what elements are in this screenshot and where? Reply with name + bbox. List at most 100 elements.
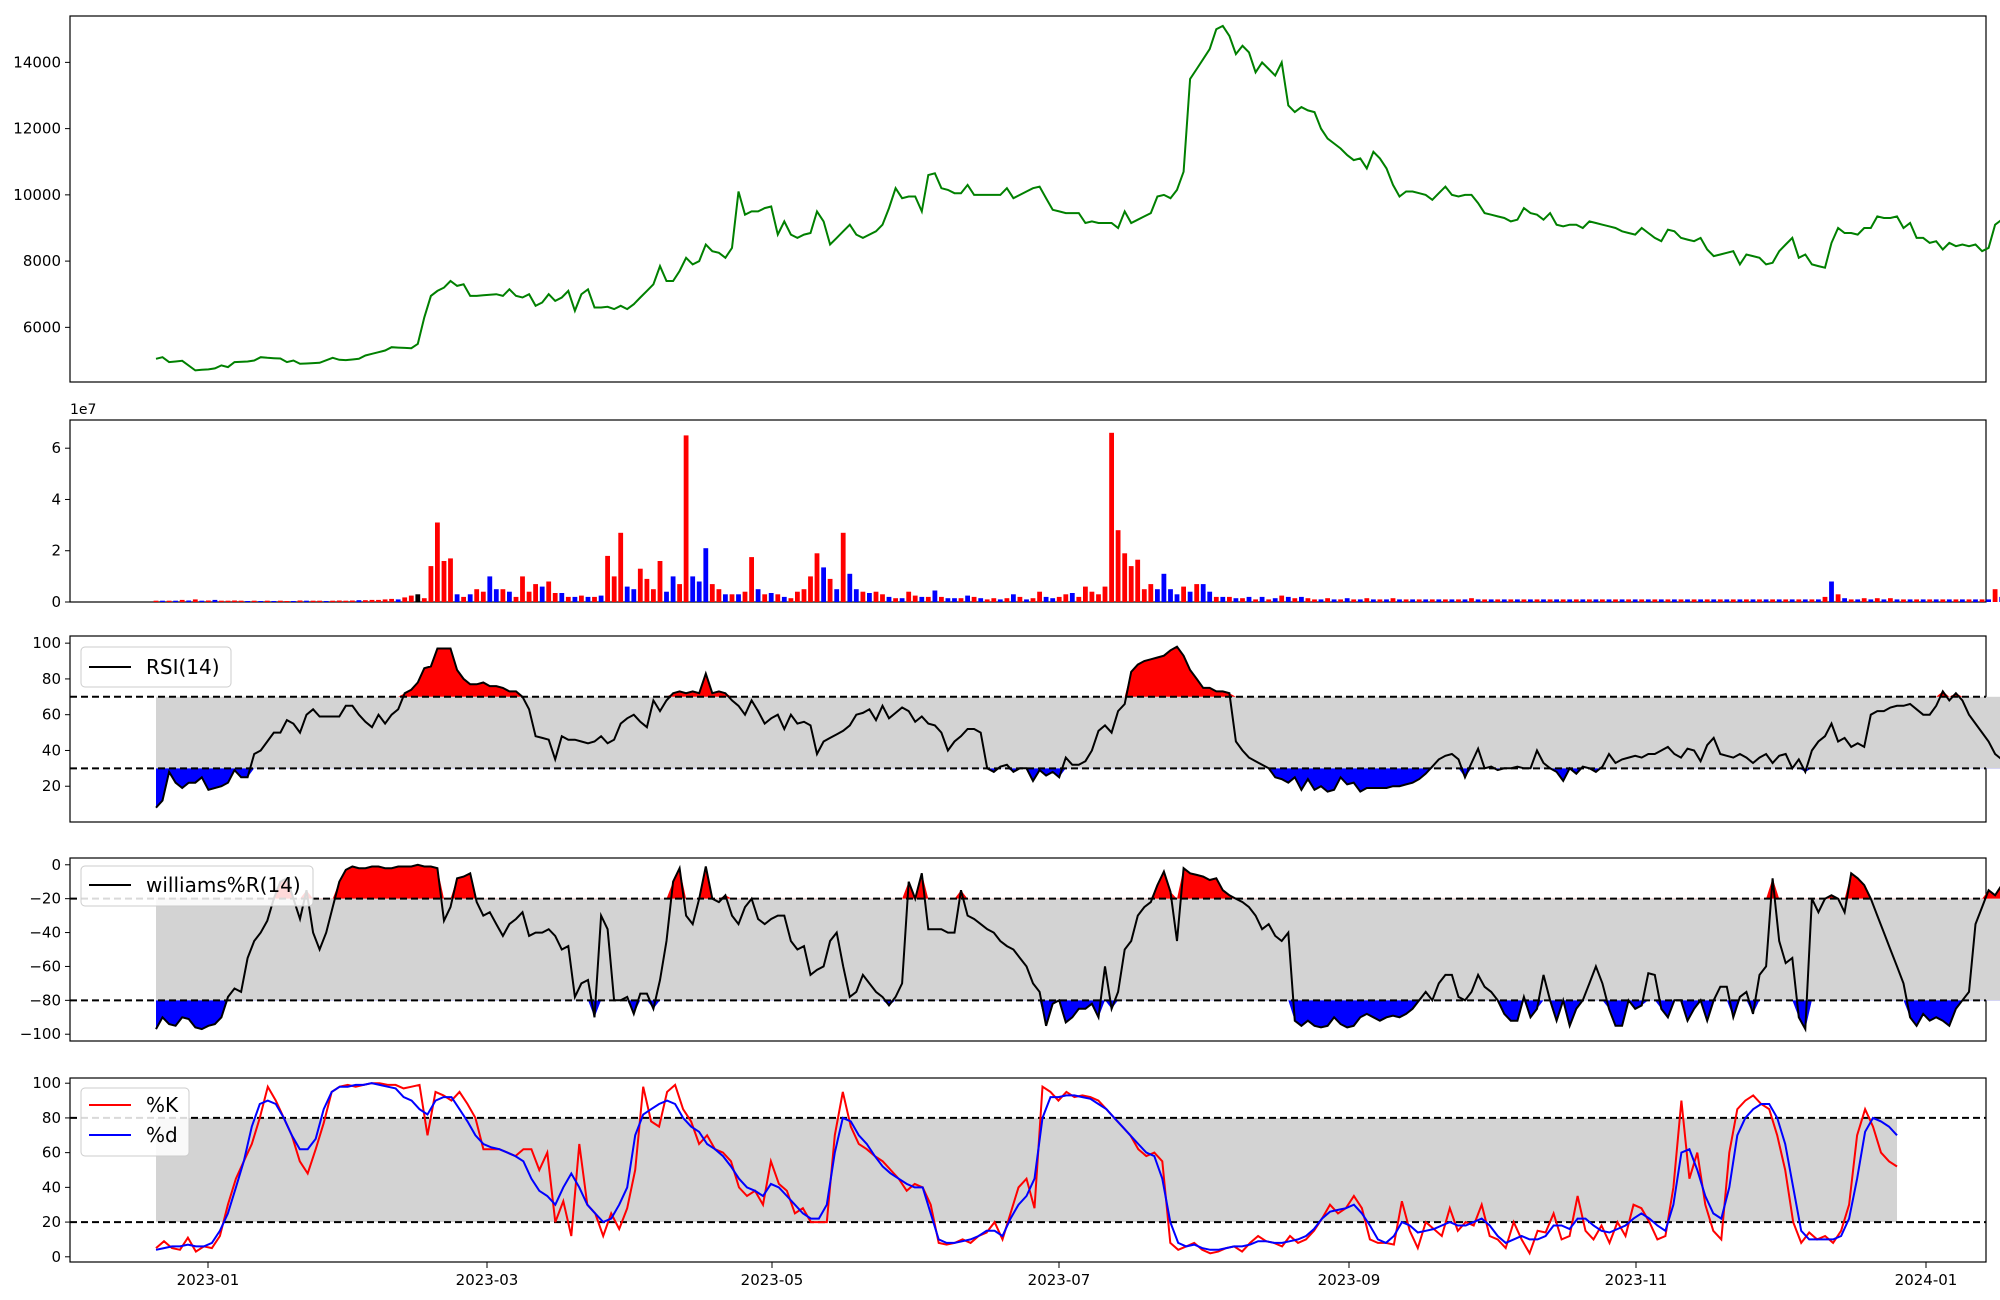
volume-bar <box>251 600 257 602</box>
volume-bar <box>153 600 159 602</box>
date-tick-label: 2023-01 <box>177 1271 240 1289</box>
volume-bar <box>1240 598 1245 602</box>
volume-bar <box>723 594 728 602</box>
volume-bar <box>1436 599 1442 602</box>
williams-tick-label: 0 <box>51 856 61 874</box>
volume-bar <box>1325 598 1330 602</box>
volume-bar <box>1698 599 1703 602</box>
volume-bar <box>1554 599 1559 602</box>
volume-bar <box>873 591 879 602</box>
volume-tick-label: 2 <box>51 542 61 560</box>
volume-bar <box>1750 599 1756 602</box>
volume-bar <box>1200 584 1206 602</box>
volume-bar <box>1259 596 1265 602</box>
volume-bar <box>435 522 440 602</box>
date-tick-label: 2024-01 <box>1895 1271 1958 1289</box>
volume-bar <box>350 600 355 602</box>
volume-bar <box>1600 599 1605 602</box>
volume-bar <box>206 600 211 602</box>
volume-bar <box>834 589 840 602</box>
volume-bar <box>886 596 892 602</box>
volume-bar <box>1757 599 1762 602</box>
volume-bar <box>533 584 538 602</box>
volume-bar <box>925 596 931 602</box>
stochastic-tick-label: 80 <box>42 1109 61 1127</box>
volume-y-axis: 0 2 4 6 <box>51 439 70 611</box>
volume-bar <box>474 589 480 602</box>
rsi-tick-label: 20 <box>42 777 61 795</box>
volume-panel: 1e7 0 2 4 6 <box>51 402 2000 611</box>
volume-bar <box>1652 599 1658 602</box>
rsi-legend: RSI(14) <box>80 646 232 688</box>
rsi-neutral-band <box>156 696 2000 769</box>
volume-bar <box>1037 591 1042 602</box>
volume-bar <box>467 594 473 602</box>
volume-bar <box>173 600 178 602</box>
rsi-tick-label: 80 <box>42 670 61 688</box>
volume-bar <box>1672 599 1677 602</box>
volume-bar <box>631 589 637 602</box>
stochastic-fills <box>70 1116 1986 1224</box>
volume-bar <box>1357 599 1363 602</box>
volume-bar <box>565 596 571 602</box>
volume-bar <box>1613 599 1618 602</box>
volume-bar <box>1331 599 1337 602</box>
volume-bar <box>755 589 761 602</box>
stochastic-tick-label: 20 <box>42 1213 61 1231</box>
volume-bar <box>336 600 342 602</box>
volume-bar <box>579 595 584 602</box>
volume-bar <box>323 601 329 602</box>
volume-bar <box>559 593 565 602</box>
volume-bar <box>1907 599 1913 602</box>
volume-bar <box>1927 599 1933 602</box>
volume-bar <box>1423 599 1429 602</box>
volume-bar <box>552 593 558 602</box>
price-tick-label: 10000 <box>13 186 61 204</box>
volume-bar <box>1187 591 1193 602</box>
volume-bar <box>507 591 512 602</box>
volume-bar <box>1227 596 1232 602</box>
volume-bar <box>1979 599 1985 602</box>
volume-bar <box>945 598 951 602</box>
volume-bar <box>1508 599 1514 602</box>
volume-bar <box>657 561 663 602</box>
volume-bar <box>1076 596 1082 602</box>
rsi-legend-box <box>80 646 232 688</box>
volume-bar <box>860 591 866 602</box>
volume-bar <box>408 595 414 602</box>
volume-bar <box>624 586 630 602</box>
volume-bar <box>513 596 519 602</box>
volume-bar <box>1685 599 1690 602</box>
stochastic-legend: %K %d <box>80 1087 190 1157</box>
volume-bar <box>1096 594 1101 602</box>
volume-panel-frame <box>69 419 1987 603</box>
volume-bar <box>867 593 872 602</box>
volume-bar <box>1901 599 1906 602</box>
volume-bar <box>480 591 486 602</box>
volume-bar <box>768 593 774 602</box>
volume-bar <box>1194 584 1200 602</box>
volume-bar <box>1560 599 1566 602</box>
price-tick-label: 8000 <box>23 252 61 270</box>
volume-bar <box>991 598 997 602</box>
d-line <box>155 1082 1898 1251</box>
volume-bar <box>160 600 165 602</box>
volume-exponent-label: 1e7 <box>70 402 96 418</box>
volume-bar <box>1495 599 1501 602</box>
volume-bar <box>742 591 748 602</box>
volume-bar <box>179 599 185 602</box>
date-tick-label: 2023-11 <box>1605 1271 1668 1289</box>
volume-bar <box>448 558 453 602</box>
volume-bar <box>500 589 506 602</box>
volume-bar <box>598 595 604 602</box>
volume-bar <box>1534 599 1540 602</box>
volume-bar <box>808 576 813 602</box>
volume-bar <box>1056 596 1062 602</box>
volume-bar <box>219 600 224 602</box>
volume-bar <box>1796 599 1802 602</box>
stochastic-tick-label: 60 <box>42 1144 61 1162</box>
volume-bar <box>421 598 427 602</box>
volume-bar <box>1403 599 1409 602</box>
volume-bar <box>304 600 309 602</box>
